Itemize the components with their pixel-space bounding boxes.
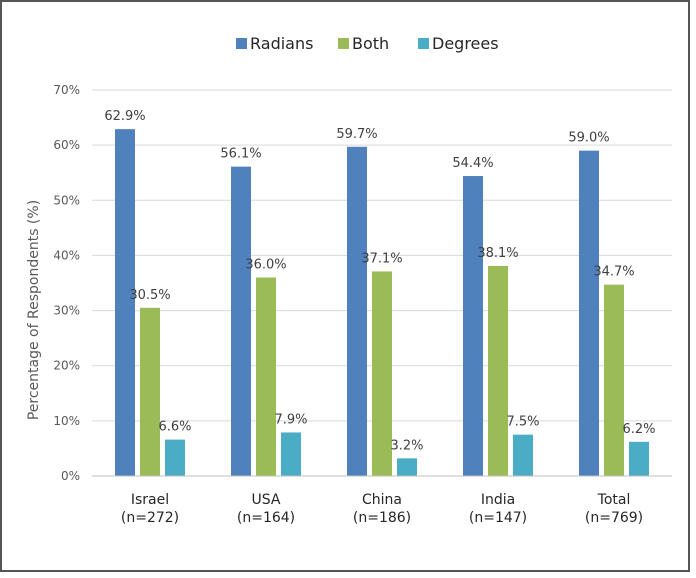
data-label: 30.5%	[129, 288, 170, 303]
bar-radians	[579, 150, 599, 476]
x-category-label: USA	[252, 492, 281, 508]
y-tick-label: 0%	[61, 469, 80, 483]
data-label: 34.7%	[593, 265, 634, 280]
data-label: 6.6%	[158, 420, 191, 435]
bar-degrees	[281, 432, 301, 476]
x-category-label: (n=147)	[469, 510, 527, 526]
y-axis-label: Percentage of Respondents (%)	[26, 200, 42, 420]
data-label: 36.0%	[245, 257, 286, 272]
bar-both	[372, 271, 392, 476]
data-label: 59.0%	[568, 131, 609, 146]
y-tick-label: 70%	[53, 83, 80, 97]
data-label: 54.4%	[452, 156, 493, 171]
data-label: 3.2%	[390, 438, 423, 453]
bar-radians	[463, 176, 483, 476]
bar-degrees	[165, 439, 185, 476]
bar-both	[140, 307, 160, 476]
legend-label: Both	[352, 34, 389, 53]
legend-swatch-both	[338, 38, 349, 49]
x-category-label: Israel	[131, 492, 169, 508]
bars	[115, 129, 649, 477]
data-label: 6.2%	[622, 422, 655, 437]
data-label: 37.1%	[361, 251, 402, 266]
x-category-label: Total	[597, 492, 631, 508]
y-tick-label: 60%	[53, 138, 80, 152]
bar-degrees	[397, 458, 417, 476]
legend-label: Radians	[250, 34, 313, 53]
y-tick-label: 40%	[53, 248, 80, 262]
y-tick-label: 50%	[53, 193, 80, 207]
data-label: 62.9%	[104, 109, 145, 124]
bar-radians	[347, 146, 367, 476]
y-axis-ticks: 0% 10% 20% 30% 40% 50% 60% 70%	[53, 83, 80, 483]
data-label: 7.9%	[274, 412, 307, 427]
x-category-label: (n=186)	[353, 510, 411, 526]
bar-both	[604, 284, 624, 476]
x-category-label: (n=272)	[121, 510, 179, 526]
bar-radians	[231, 166, 251, 477]
x-axis-categories: Israel (n=272) USA (n=164) China (n=186) India…	[121, 492, 643, 526]
bar-both	[488, 265, 508, 476]
bar-both	[256, 277, 276, 476]
bar-degrees	[513, 434, 533, 476]
data-labels: 62.9% 56.1% 59.7% 54.4% 59.0% 30.5% 36.0% 37.1%…	[104, 109, 655, 453]
data-label: 38.1%	[477, 246, 518, 261]
bar-degrees	[629, 441, 649, 476]
data-label: 7.5%	[506, 415, 539, 430]
y-tick-label: 20%	[53, 359, 80, 373]
data-label: 56.1%	[220, 147, 261, 162]
y-tick-label: 10%	[53, 414, 80, 428]
x-category-label: China	[362, 492, 402, 508]
legend-swatch-degrees	[418, 38, 429, 49]
x-category-label: India	[481, 492, 515, 508]
x-category-label: (n=769)	[585, 510, 643, 526]
y-tick-label: 30%	[53, 304, 80, 318]
legend: Radians Both Degrees	[236, 34, 499, 53]
data-label: 59.7%	[336, 127, 377, 142]
gridlines	[92, 89, 672, 422]
legend-label: Degrees	[432, 34, 499, 53]
x-category-label: (n=164)	[237, 510, 295, 526]
legend-swatch-radians	[236, 38, 247, 49]
bar-radians	[115, 129, 135, 476]
